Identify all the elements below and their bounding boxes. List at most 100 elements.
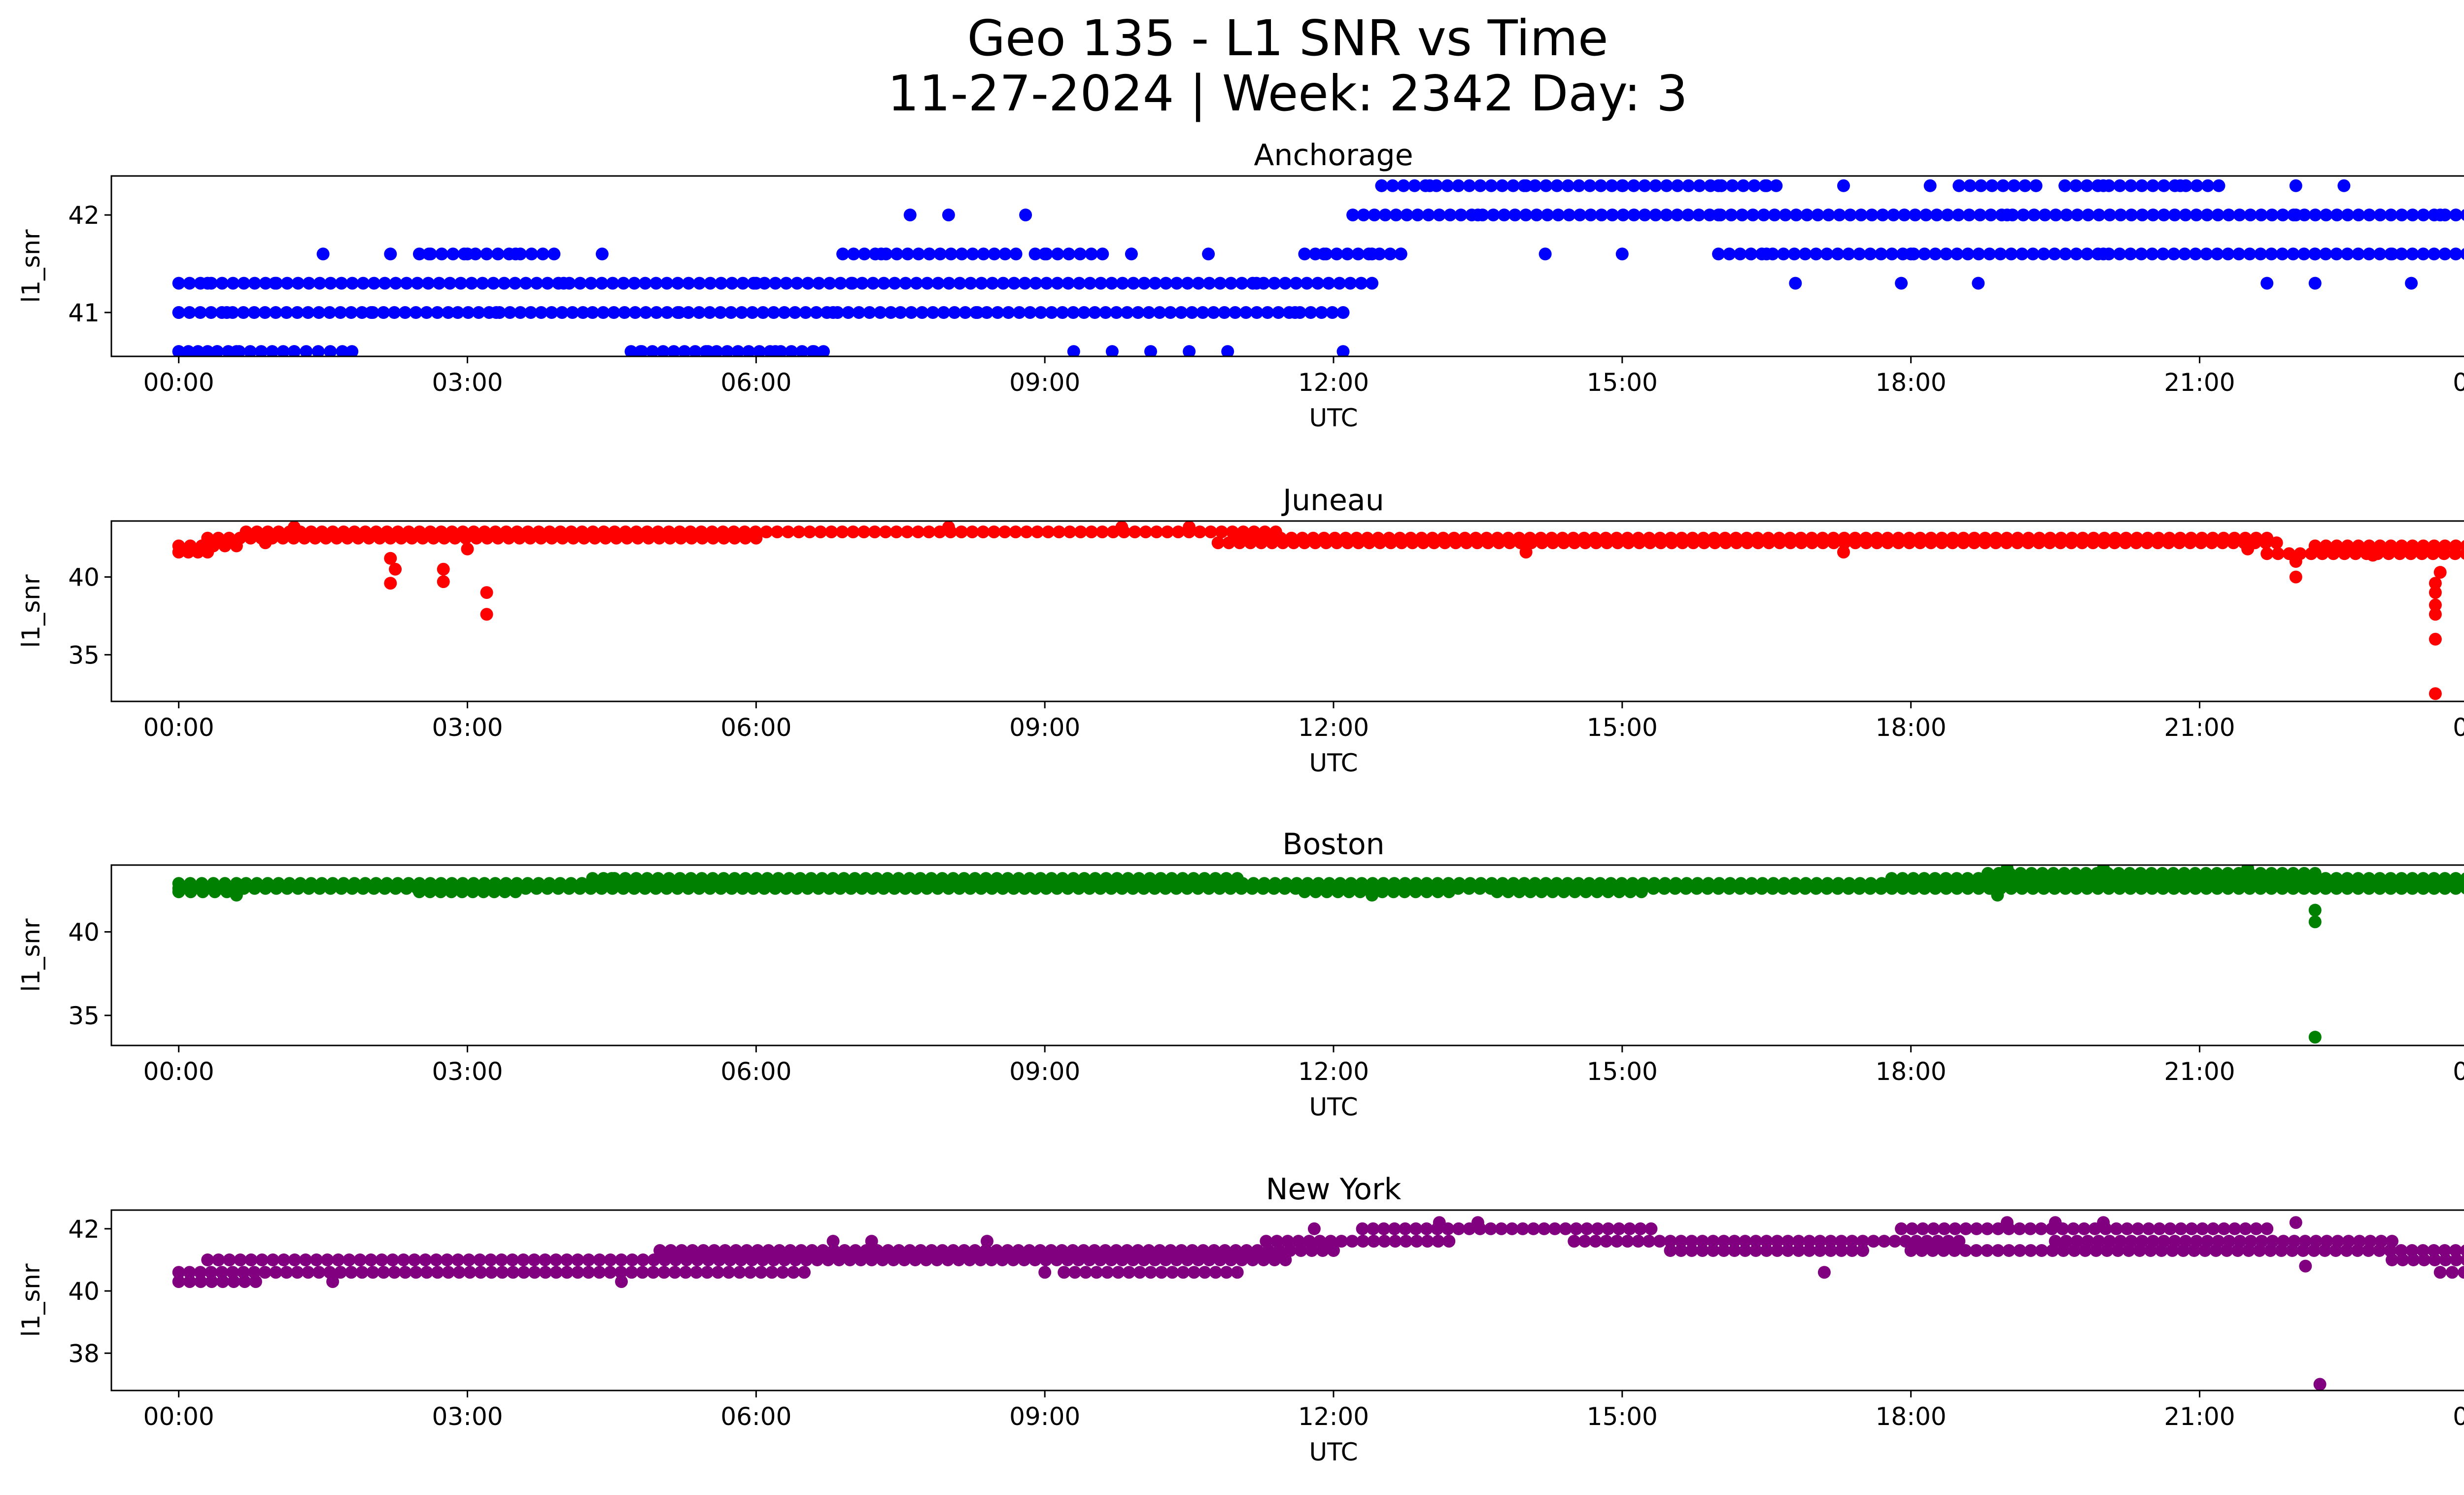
- data-point: [1187, 1266, 1200, 1279]
- data-point: [1193, 525, 1206, 539]
- data-point: [1187, 872, 1200, 885]
- data-point: [1708, 536, 1721, 550]
- data-point: [2417, 209, 2430, 222]
- data-point: [838, 1244, 851, 1257]
- data-point: [1835, 1244, 1848, 1257]
- data-point: [2417, 872, 2430, 885]
- data-point: [958, 1244, 971, 1257]
- data-point: [1240, 1244, 1253, 1257]
- data-point: [261, 877, 274, 890]
- data-point: [2080, 179, 2093, 192]
- data-point: [1276, 536, 1290, 550]
- data-point: [1728, 1244, 1741, 1257]
- data-point: [2458, 1266, 2464, 1279]
- data-point: [1792, 1235, 1805, 1248]
- data-point: [222, 531, 236, 545]
- data-point: [912, 525, 924, 539]
- data-point: [1244, 536, 1257, 550]
- data-point: [1132, 872, 1146, 885]
- data-point: [1707, 1244, 1720, 1257]
- data-point: [1255, 536, 1268, 550]
- data-point: [852, 306, 865, 319]
- data-point: [1409, 885, 1422, 899]
- data-point: [2429, 632, 2442, 646]
- data-point: [1330, 247, 1343, 261]
- data-point: [1309, 885, 1322, 899]
- data-point: [1853, 247, 1866, 261]
- data-point: [986, 277, 999, 290]
- data-point: [1508, 209, 1522, 222]
- data-point: [2019, 179, 2032, 192]
- data-point: [326, 525, 340, 539]
- data-point: [1760, 247, 1773, 261]
- data-point: [1739, 1235, 1752, 1248]
- data-point: [953, 277, 966, 290]
- data-point: [1644, 1222, 1658, 1235]
- y-tick-label: 42: [68, 1215, 100, 1244]
- data-point: [1633, 536, 1646, 550]
- data-point: [1019, 209, 1032, 222]
- data-point: [2233, 1235, 2247, 1248]
- data-point: [575, 877, 588, 890]
- data-point: [1856, 1235, 1869, 1248]
- x-tick-label: 18:00: [1876, 713, 1947, 742]
- data-point: [1363, 536, 1376, 550]
- data-point: [1260, 1235, 1273, 1248]
- data-point: [2097, 536, 2110, 550]
- data-point: [466, 885, 479, 899]
- data-point: [1067, 345, 1080, 356]
- data-point: [636, 1266, 649, 1279]
- data-point: [1878, 1235, 1891, 1248]
- data-point: [1559, 1222, 1572, 1235]
- data-point: [2227, 536, 2240, 550]
- data-point: [903, 872, 916, 885]
- data-point: [435, 247, 448, 261]
- data-point: [2429, 586, 2442, 599]
- data-point: [1220, 872, 1233, 885]
- data-point: [519, 277, 533, 290]
- data-point: [630, 525, 643, 539]
- data-point: [480, 247, 493, 261]
- data-point: [227, 1275, 240, 1288]
- data-point: [2168, 1235, 2182, 1248]
- data-point: [477, 885, 490, 899]
- data-point: [1198, 1266, 1211, 1279]
- data-point: [370, 525, 383, 539]
- data-point: [1707, 1235, 1720, 1248]
- data-point: [1615, 179, 1629, 192]
- data-point: [1038, 247, 1052, 261]
- data-point: [2254, 247, 2267, 261]
- data-point: [1056, 872, 1069, 885]
- x-tick-label: 21:00: [2164, 368, 2235, 397]
- figure-title: Geo 135 - L1 SNR vs Time: [967, 9, 1608, 67]
- data-point: [420, 306, 433, 319]
- data-point: [769, 277, 782, 290]
- data-point: [498, 277, 511, 290]
- data-point: [1844, 209, 1857, 222]
- data-point: [1541, 209, 1554, 222]
- data-point: [2135, 247, 2148, 261]
- data-point: [375, 1253, 388, 1266]
- data-point: [651, 525, 665, 539]
- data-point: [739, 872, 752, 885]
- data-point: [1728, 1235, 1741, 1248]
- data-point: [463, 1266, 477, 1279]
- data-point: [1627, 209, 1641, 222]
- data-point: [2163, 1222, 2177, 1235]
- data-point: [727, 525, 741, 539]
- data-point: [2151, 536, 2164, 550]
- data-point: [1420, 1222, 1433, 1235]
- data-point: [2233, 209, 2246, 222]
- data-point: [2129, 536, 2143, 550]
- data-point: [576, 306, 589, 319]
- data-point: [1712, 209, 1725, 222]
- data-point: [478, 525, 491, 539]
- data-point: [2352, 247, 2365, 261]
- data-point: [671, 277, 684, 290]
- data-point: [184, 885, 198, 899]
- data-point: [240, 525, 253, 539]
- data-point: [2395, 872, 2408, 885]
- data-point: [2330, 209, 2344, 222]
- data-point: [1250, 306, 1264, 319]
- data-point: [750, 872, 763, 885]
